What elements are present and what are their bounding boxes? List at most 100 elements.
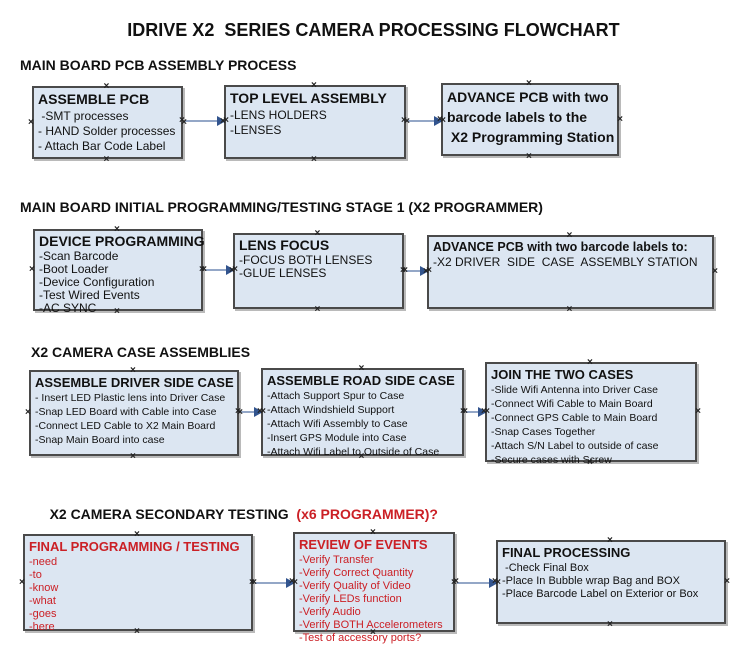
arrow-line: [185, 120, 218, 122]
box-item: -LENSES: [230, 123, 282, 137]
section-heading-case-assemblies: X2 CAMERA CASE ASSEMBLIES: [31, 344, 251, 360]
box-item: -what: [29, 595, 56, 607]
anchor-x-icon: ×: [566, 304, 573, 315]
arrow-line: [466, 411, 479, 413]
box-title: DEVICE PROGRAMMING: [39, 233, 205, 249]
anchor-x-icon: ×: [695, 406, 701, 417]
box-item: -LENS HOLDERS: [230, 108, 327, 122]
arrow-head-icon: [254, 407, 263, 417]
box-item: -Attach Wifi Label to Outside of Case: [267, 446, 440, 458]
box-item: -SMT processes: [38, 109, 129, 123]
anchor-x-icon: ×: [28, 116, 34, 128]
arrow-line: [205, 269, 227, 271]
box-item: -Snap Main Board into case: [35, 434, 165, 446]
flow-box-advance-pcb-case-assembly: ADVANCE PCB with two barcode labels to: …: [423, 231, 718, 315]
box-item: -goes: [29, 608, 57, 620]
flowchart-title: IDRIVE X2 SERIES CAMERA PROCESSING FLOWC…: [127, 20, 620, 40]
arrow-line: [407, 120, 435, 122]
flow-box-lens-focus: LENS FOCUS -FOCUS BOTH LENSES -GLUE LENS…: [229, 229, 408, 315]
flow-box-final-programming-testing: FINAL PROGRAMMING / TESTING -need -to -k…: [19, 530, 257, 637]
box-item: -X2 DRIVER SIDE CASE ASSEMBLY STATION: [433, 255, 698, 269]
flow-box-advance-pcb-programming-station: ADVANCE PCB with two barcode labels to t…: [437, 79, 623, 162]
flow-box-assemble-pcb: ASSEMBLE PCB -SMT processes - HAND Solde…: [28, 82, 187, 165]
anchor-x-icon: ×: [607, 619, 613, 630]
box-item: -Verify Correct Quantity: [299, 567, 414, 579]
box-title: REVIEW OF EVENTS: [299, 537, 428, 552]
box-item: -Connect LED Cable to X2 Main Board: [35, 420, 216, 432]
box-title: ASSEMBLE DRIVER SIDE CASE: [35, 375, 234, 390]
anchor-x-icon: ×: [130, 451, 136, 462]
box-item: -Insert GPS Module into Case: [267, 432, 407, 444]
box-item: -AC SYNC: [39, 301, 97, 315]
heading-red-part: (x6 PROGRAMMER)?: [292, 506, 438, 522]
arrow-line: [457, 582, 490, 584]
anchor-x-icon: ×: [526, 151, 532, 162]
arrow-head-icon: [478, 407, 487, 417]
box-title: TOP LEVEL ASSEMBLY: [230, 90, 387, 106]
box-item: -Check Final Box: [502, 562, 589, 574]
box-item: -Boot Loader: [39, 262, 109, 276]
box-item: -Verify LEDs function: [299, 593, 402, 605]
box-item: -Secure cases with Screw: [491, 454, 612, 466]
flow-box-top-level-assembly: TOP LEVEL ASSEMBLY -LENS HOLDERS -LENSES…: [220, 81, 410, 165]
flow-box-assemble-driver-side-case: ASSEMBLE DRIVER SIDE CASE - Insert LED P…: [25, 366, 243, 462]
box-item: -FOCUS BOTH LENSES: [239, 253, 373, 267]
arrow-head-icon: [420, 266, 429, 276]
flow-box-review-of-events: REVIEW OF EVENTS -Verify Transfer -Verif…: [289, 528, 459, 645]
arrow-line: [241, 411, 255, 413]
box-item: -to: [29, 569, 42, 581]
anchor-x-icon: ×: [712, 266, 718, 277]
arrow-head-icon: [286, 578, 295, 588]
section-heading-secondary-testing: X2 CAMERA SECONDARY TESTING (x6 PROGRAMM…: [34, 490, 438, 538]
box-item: -Verify Audio: [299, 606, 361, 618]
box-item: -Attach S/N Label to outside of case: [491, 440, 659, 452]
box-title: FINAL PROCESSING: [502, 545, 631, 560]
flow-box-final-processing: FINAL PROCESSING -Check Final Box -Place…: [492, 536, 730, 630]
flow-box-assemble-road-side-case: ASSEMBLE ROAD SIDE CASE -Attach Support …: [257, 364, 468, 462]
anchor-x-icon: ×: [19, 576, 25, 588]
box-title: FINAL PROGRAMMING / TESTING: [29, 539, 240, 554]
box-item: -GLUE LENSES: [239, 266, 327, 280]
anchor-x-icon: ×: [25, 407, 31, 418]
arrow-line: [255, 582, 287, 584]
box-item: -Scan Barcode: [39, 249, 119, 263]
section-heading-pcb-assembly: MAIN BOARD PCB ASSEMBLY PROCESS: [20, 57, 297, 73]
box-item: -Attach Windshield Support: [267, 404, 395, 416]
box-item: -Verify BOTH Accelerometers: [299, 619, 443, 631]
box-item: -Snap LED Board with Cable into Case: [35, 406, 217, 418]
arrow-head-icon: [226, 265, 235, 275]
box-item: -Connect GPS Cable to Main Board: [491, 412, 658, 424]
box-item: -here: [29, 621, 55, 633]
box-item: -Attach Wifi Assembly to Case: [267, 418, 408, 430]
anchor-x-icon: ×: [314, 304, 321, 315]
arrow-line: [406, 270, 421, 272]
box-item: -know: [29, 582, 59, 594]
box-item: -Test of accessory ports?: [299, 632, 422, 644]
box-item: -Place Barcode Label on Exterior or Box: [502, 588, 699, 600]
box-item: -Connect Wifi Cable to Main Board: [491, 398, 653, 410]
anchor-x-icon: ×: [311, 154, 317, 165]
anchor-x-icon: ×: [181, 116, 187, 128]
box-bold-line: barcode labels to the: [447, 109, 588, 125]
arrow-head-icon: [489, 578, 498, 588]
box-title: JOIN THE TWO CASES: [491, 367, 634, 382]
box-item: -need: [29, 556, 58, 568]
anchor-x-icon: ×: [724, 576, 730, 587]
box-item: - Insert LED Plastic lens into Driver Ca…: [35, 392, 226, 404]
box-item: -Device Configuration: [39, 275, 155, 289]
box-title: ADVANCE PCB with two barcode labels to:: [433, 240, 688, 254]
box-title: LENS FOCUS: [239, 237, 330, 253]
box-item: -Verify Transfer: [299, 554, 374, 566]
anchor-x-icon: ×: [617, 113, 623, 125]
box-item: -Test Wired Events: [39, 288, 140, 302]
heading-black-part: X2 CAMERA SECONDARY TESTING: [49, 506, 293, 522]
anchor-x-icon: ×: [29, 264, 35, 275]
flow-box-join-the-two-cases: JOIN THE TWO CASES -Slide Wifi Antenna i…: [481, 358, 701, 468]
arrow-head-icon: [434, 116, 443, 126]
box-item: -Place In Bubble wrap Bag and BOX: [502, 575, 680, 587]
arrow-head-icon: [217, 116, 226, 126]
box-title: ASSEMBLE PCB: [38, 91, 150, 107]
box-title: ASSEMBLE ROAD SIDE CASE: [267, 373, 455, 388]
box-item: -Verify Quality of Video: [299, 580, 411, 592]
